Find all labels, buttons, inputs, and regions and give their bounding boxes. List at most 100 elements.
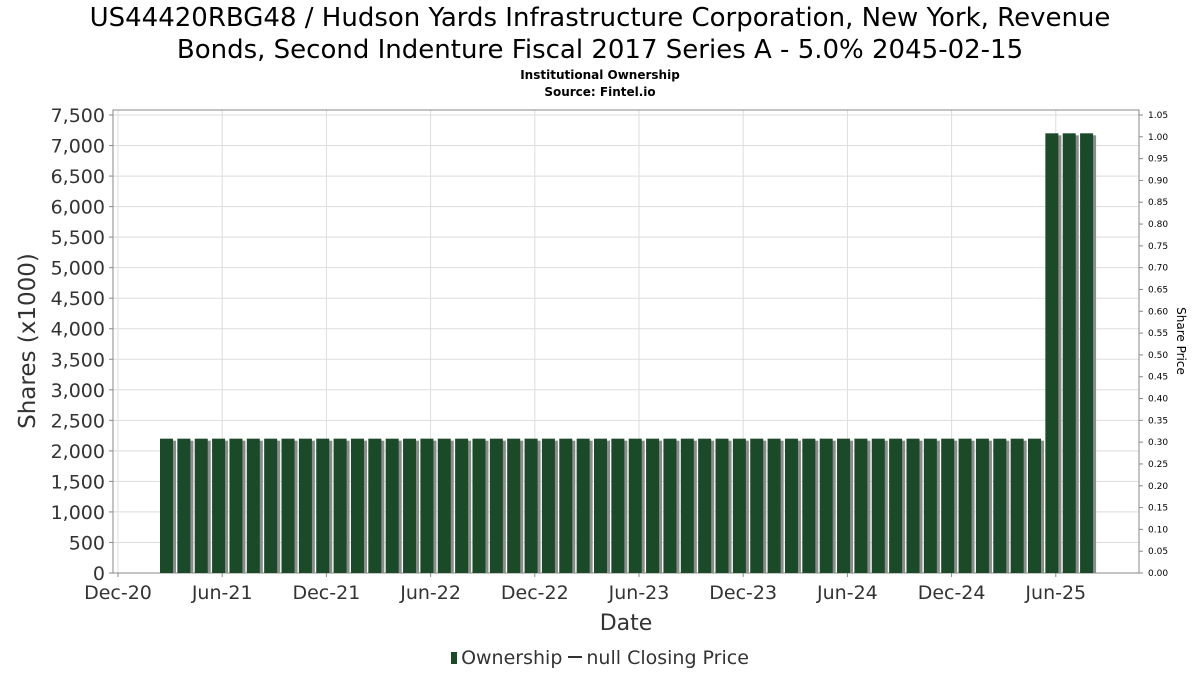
y-tick-label: 3,000 — [51, 380, 105, 402]
legend-ownership-label: Ownership — [461, 647, 563, 669]
y-tick-label: 5,500 — [51, 227, 105, 249]
y2-tick-label: 0.10 — [1148, 525, 1168, 535]
y-tick-label: 1,000 — [51, 502, 105, 524]
ownership-bar — [212, 438, 226, 573]
chart-source: Source: Fintel.io — [544, 85, 656, 99]
y2-tick-label: 0.20 — [1148, 482, 1168, 492]
ownership-bar — [854, 438, 868, 573]
y2-tick-label: 0.00 — [1148, 569, 1168, 579]
ownership-bar — [507, 438, 521, 573]
ownership-bar — [889, 438, 903, 573]
ownership-bar — [194, 438, 208, 573]
ownership-bar — [541, 438, 555, 573]
ownership-bar — [1045, 133, 1059, 573]
x-axis-label: Date — [600, 611, 653, 636]
ownership-bar — [906, 438, 920, 573]
ownership-bar — [871, 438, 885, 573]
legend-price-label: null Closing Price — [586, 647, 749, 669]
x-axis: Dec-20 Jun-21 Dec-21 Jun-22 Dec-22 Jun-23 Dec-… — [84, 573, 1086, 604]
y-tick-label: 4,500 — [51, 288, 105, 310]
ownership-bar — [975, 438, 989, 573]
ownership-bar — [160, 438, 173, 573]
ownership-bar — [403, 438, 417, 573]
ownership-bar — [646, 438, 660, 573]
ownership-bar — [750, 438, 764, 573]
x-tick-label: Jun-21 — [191, 582, 253, 604]
x-tick-label: Jun-24 — [816, 582, 878, 604]
y2-tick-label: 0.85 — [1148, 198, 1168, 208]
ownership-bar — [784, 438, 798, 573]
y2-tick-label: 0.15 — [1148, 504, 1168, 514]
y2-tick-label: 0.50 — [1148, 351, 1168, 361]
y2-tick-label: 0.75 — [1148, 242, 1168, 252]
x-tick-label: Dec-24 — [918, 582, 986, 604]
ownership-bar — [732, 438, 746, 573]
ownership-bar — [941, 438, 955, 573]
ownership-bar — [611, 438, 625, 573]
price-legend-line — [568, 656, 583, 658]
x-tick-label: Dec-21 — [292, 582, 360, 604]
ownership-bar — [368, 438, 382, 573]
ownership-bar — [281, 438, 295, 573]
ownership-bar — [576, 438, 590, 573]
x-tick-label: Dec-22 — [501, 582, 569, 604]
legend: Ownership null Closing Price — [0, 647, 1200, 669]
y-tick-label: 6,000 — [51, 197, 105, 219]
y2-tick-label: 0.65 — [1148, 285, 1168, 295]
ownership-bar — [455, 438, 469, 573]
ownership-bar — [1062, 133, 1076, 573]
x-tick-label: Dec-20 — [84, 582, 152, 604]
y-tick-label: 3,500 — [51, 349, 105, 371]
x-tick-label: Jun-23 — [608, 582, 670, 604]
ownership-bar — [802, 438, 816, 573]
ownership-bar — [663, 438, 677, 573]
y2-tick-label: 0.70 — [1148, 264, 1168, 274]
ownership-bar — [698, 438, 712, 573]
y-axis-label: Shares (x1000) — [15, 253, 41, 429]
chart-title-line2: Bonds, Second Indenture Fiscal 2017 Seri… — [176, 35, 1024, 65]
ownership-bar — [993, 438, 1007, 573]
ownership-bar — [264, 438, 278, 573]
y-tick-label: 500 — [69, 532, 105, 554]
x-tick-label: Dec-23 — [709, 582, 777, 604]
ownership-bar — [177, 438, 191, 573]
ownership-bar — [715, 438, 729, 573]
ownership-bar — [680, 438, 694, 573]
ownership-bar — [350, 438, 364, 573]
y2-tick-label: 0.55 — [1148, 329, 1168, 339]
ownership-bar — [958, 438, 972, 573]
y-tick-label: 5,000 — [51, 258, 105, 280]
ownership-bar — [1028, 438, 1041, 573]
ownership-bar — [767, 438, 781, 573]
y2-tick-label: 0.45 — [1148, 373, 1168, 383]
y-tick-label: 6,500 — [51, 166, 105, 188]
y-axis: 0 500 1,000 1,500 2,000 2,500 3,000 3,500 4,000 4… — [51, 105, 113, 585]
y2-tick-label: 0.90 — [1148, 176, 1168, 186]
y2-tick-label: 0.40 — [1148, 395, 1168, 405]
y2-tick-label: 1.00 — [1148, 133, 1168, 143]
ownership-bar — [229, 438, 243, 573]
ownership-bar — [628, 438, 642, 573]
ownership-bar — [1010, 438, 1024, 573]
y-tick-label: 7,500 — [51, 105, 105, 127]
y2-tick-label: 1.05 — [1148, 111, 1168, 121]
ownership-bar — [298, 438, 312, 573]
y2-tick-label: 0.60 — [1148, 307, 1168, 317]
chart-title-line1: US44420RBG48 / Hudson Yards Infrastructu… — [89, 3, 1111, 33]
ownership-bar — [385, 438, 399, 573]
bar-series — [160, 133, 1097, 573]
y-tick-label: 4,000 — [51, 319, 105, 341]
y-tick-label: 0 — [93, 563, 105, 585]
ownership-bar — [437, 438, 451, 573]
ownership-bar — [923, 438, 937, 573]
y2-tick-label: 0.25 — [1148, 460, 1168, 470]
y2-tick-label: 0.35 — [1148, 416, 1168, 426]
ownership-bar — [489, 438, 503, 573]
y-tick-label: 2,500 — [51, 410, 105, 432]
ownership-bar — [316, 438, 330, 573]
ownership-bar — [819, 438, 833, 573]
ownership-bar — [837, 438, 851, 573]
ownership-bar — [472, 438, 486, 573]
ownership-bar — [420, 438, 434, 573]
